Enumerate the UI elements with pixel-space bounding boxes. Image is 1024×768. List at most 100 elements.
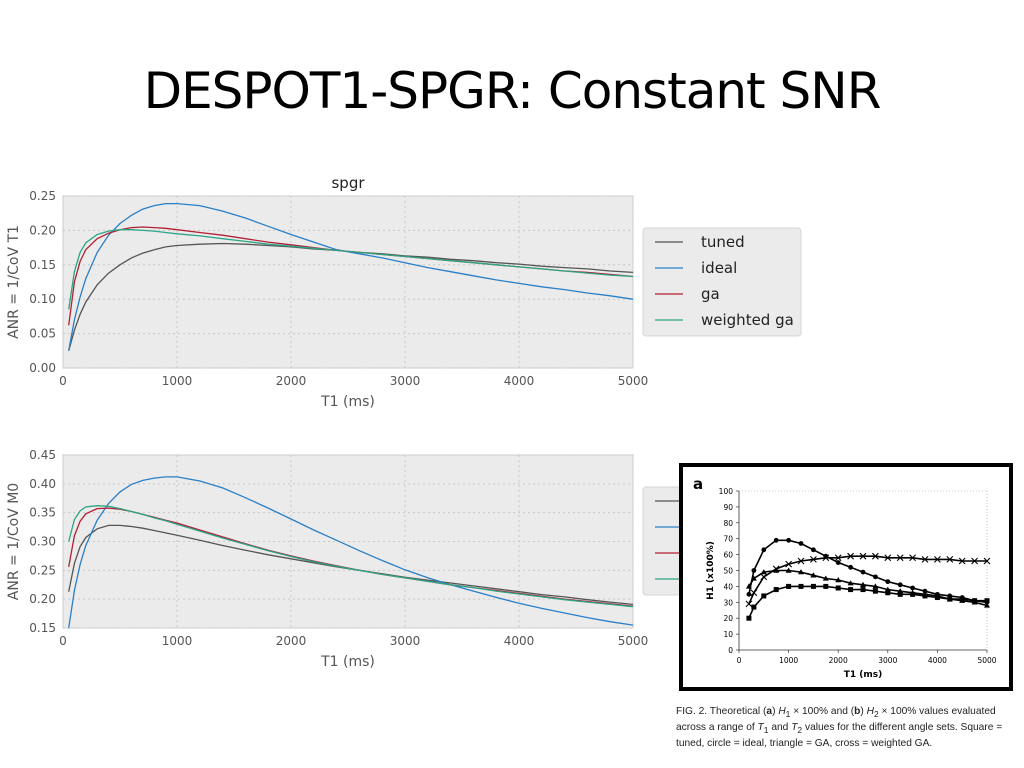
plot-area — [62, 195, 634, 369]
x-tick-label: 5000 — [977, 656, 996, 665]
data-point-cross — [772, 565, 780, 573]
data-point-triangle — [750, 575, 757, 581]
data-point-cross — [797, 557, 805, 565]
data-point-circle — [786, 537, 791, 543]
x-tick-label: 4000 — [504, 374, 535, 388]
caption-text: 1 — [763, 725, 769, 736]
x-tick-label: 4000 — [504, 634, 535, 648]
data-point-circle — [811, 547, 816, 553]
data-point-cross — [859, 552, 867, 560]
data-point-triangle — [822, 575, 829, 581]
paper-figure-inset: a 0 10 20 30 40 50 60 70 80 90 100 0 1000 2000 3000 4000… — [679, 463, 1013, 691]
data-point-cross — [760, 573, 768, 581]
y-tick-label: 0.40 — [29, 477, 56, 491]
y-tick-label: 100 — [719, 487, 734, 496]
y-tick-label: 70 — [723, 535, 733, 544]
x-tick-label: 3000 — [878, 656, 897, 665]
data-point-triangle — [946, 596, 953, 602]
x-tick-label: 2000 — [829, 656, 848, 665]
y-tick-label: 0.20 — [29, 592, 56, 606]
data-point-square — [835, 585, 841, 591]
data-point-cross — [909, 554, 916, 562]
x-tick-label: 3000 — [390, 634, 421, 648]
x-axis-label: T1 (ms) — [320, 394, 375, 410]
data-point-circle — [751, 568, 757, 573]
caption-text: × 100% values evaluated across a range o… — [676, 706, 996, 734]
data-point-circle — [773, 537, 779, 543]
x-tick-label: 2000 — [276, 634, 307, 648]
data-point-triangle — [785, 567, 792, 573]
legend-box — [642, 486, 680, 596]
x-tick-label: 0 — [59, 634, 67, 648]
y-tick-label: 0.00 — [29, 361, 56, 375]
y-tick-label: 0.35 — [29, 506, 56, 520]
data-point-cross — [946, 555, 954, 563]
data-point-cross — [750, 589, 758, 597]
data-point-circle — [897, 582, 903, 588]
data-point-triangle — [897, 588, 904, 594]
data-point-triangle — [971, 599, 978, 605]
data-point-square — [761, 593, 767, 599]
data-point-square — [848, 587, 854, 593]
y-tick-label: 40 — [723, 582, 733, 591]
caption-text: a — [766, 706, 773, 717]
data-point-circle — [959, 595, 965, 600]
data-point-triangle — [922, 591, 928, 597]
y-tick-label: 0.25 — [29, 189, 56, 203]
series-line-ideal — [68, 476, 634, 629]
caption-text: H — [778, 706, 786, 717]
data-point-square — [773, 587, 779, 593]
data-point-square — [897, 591, 903, 597]
legend-label: ga — [701, 285, 720, 303]
y-tick-label: 20 — [723, 614, 733, 623]
data-point-triangle — [860, 581, 866, 588]
data-point-circle — [885, 579, 891, 585]
data-point-square — [751, 604, 757, 610]
x-axis-label: T1 (ms) — [844, 670, 883, 680]
series-line-tuned — [68, 242, 634, 351]
caption-text: H — [866, 706, 874, 717]
caption-text: 2 — [873, 709, 879, 720]
chart-spgr-anr-m0: 0 1000 2000 3000 4000 5000 0.15 0.20 0.25 0.30 0.3… — [6, 448, 680, 670]
legend-label: weighted ga — [701, 311, 794, 329]
x-tick-label: 1000 — [779, 656, 798, 665]
data-point-cross — [921, 555, 929, 563]
data-point-triangle — [909, 589, 916, 595]
y-tick-label: 0.15 — [29, 258, 56, 272]
legend-label: tuned — [701, 233, 745, 251]
caption-text: and — [768, 722, 792, 734]
y-tick-label: 50 — [723, 567, 733, 576]
data-point-circle — [798, 541, 804, 546]
chart-spgr-anr-t1: 0 1000 2000 3000 4000 5000 0.00 0.05 0.10 0.15 0.2… — [6, 174, 802, 410]
data-point-cross — [884, 554, 892, 562]
caption-text: 2 — [797, 725, 803, 736]
y-axis-label: ANR = 1/CoV T1 — [6, 225, 22, 339]
data-point-circle — [848, 564, 853, 570]
data-point-triangle — [745, 583, 752, 589]
y-tick-label: 0.05 — [29, 327, 56, 341]
panel-label: a — [693, 475, 703, 493]
y-tick-label: 0.25 — [29, 563, 56, 577]
data-point-square — [885, 590, 891, 596]
data-point-cross — [983, 557, 991, 565]
data-point-triangle — [847, 580, 854, 586]
y-tick-label: 0.30 — [29, 535, 56, 549]
caption-text: values for the different angle sets. Squ… — [676, 722, 1003, 750]
figure-caption: FIG. 2. Theoretical (a) H1 × 100% and (b… — [676, 706, 1003, 750]
x-tick-label: 1000 — [162, 634, 193, 648]
data-point-circle — [910, 585, 915, 591]
data-point-cross — [847, 552, 854, 560]
x-tick-label: 2000 — [276, 374, 307, 388]
series-line-tuned — [68, 524, 634, 606]
y-tick-label: 0.45 — [29, 448, 56, 462]
y-axis-label: ANR = 1/CoV M0 — [6, 483, 22, 600]
data-point-cross — [745, 600, 753, 608]
series-line-weighted_ga — [68, 505, 634, 608]
data-point-square — [746, 615, 752, 621]
data-point-circle — [761, 547, 767, 553]
data-point-triangle — [810, 572, 817, 578]
data-point-triangle — [760, 569, 767, 575]
data-point-cross — [822, 554, 830, 562]
data-point-circle — [873, 574, 878, 580]
